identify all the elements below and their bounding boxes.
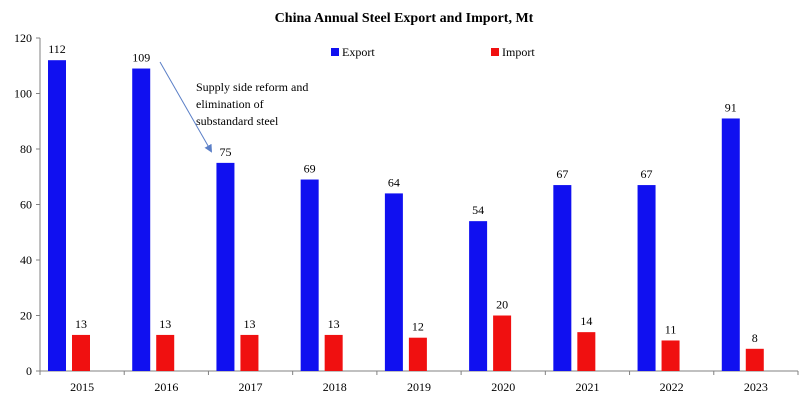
bar-import-2020 bbox=[493, 315, 512, 371]
data-label-import-2020: 20 bbox=[496, 298, 508, 312]
bar-export-2022 bbox=[637, 185, 656, 371]
x-tick-label: 2018 bbox=[323, 380, 347, 394]
data-label-export-2017: 75 bbox=[219, 145, 231, 159]
bar-import-2021 bbox=[577, 332, 596, 371]
y-tick-label: 60 bbox=[20, 198, 32, 212]
legend-label-export: Export bbox=[342, 45, 375, 59]
y-axis: 0 20 40 60 80 100 120 bbox=[14, 31, 41, 378]
y-tick-label: 120 bbox=[14, 31, 32, 45]
bar-export-2016 bbox=[132, 68, 151, 372]
x-tick-label: 2020 bbox=[491, 380, 515, 394]
data-label-export-2016: 109 bbox=[132, 51, 150, 65]
bar-import-2019 bbox=[408, 337, 427, 371]
data-label-import-2023: 8 bbox=[752, 331, 758, 345]
annotation-line-3: substandard steel bbox=[196, 114, 279, 128]
data-label-import-2022: 11 bbox=[665, 322, 677, 336]
legend-swatch-export bbox=[331, 48, 339, 56]
annotation-line-2: elimination of bbox=[196, 97, 264, 111]
x-tick-label: 2016 bbox=[154, 380, 178, 394]
y-tick-label: 80 bbox=[20, 142, 32, 156]
data-label-export-2018: 69 bbox=[304, 162, 316, 176]
y-tick-label: 100 bbox=[14, 87, 32, 101]
data-label-export-2020: 54 bbox=[472, 203, 484, 217]
annotation-line-1: Supply side reform and bbox=[196, 80, 308, 94]
data-label-export-2019: 64 bbox=[388, 175, 400, 189]
bar-export-2021 bbox=[553, 185, 572, 371]
x-tick-label: 2017 bbox=[239, 380, 263, 394]
bars bbox=[48, 60, 764, 372]
bar-import-2022 bbox=[661, 340, 680, 371]
data-label-import-2017: 13 bbox=[243, 317, 255, 331]
data-label-import-2019: 12 bbox=[412, 320, 424, 334]
bar-export-2023 bbox=[721, 118, 740, 371]
bar-export-2017 bbox=[216, 162, 235, 371]
x-tick-label: 2015 bbox=[70, 380, 94, 394]
chart-title: China Annual Steel Export and Import, Mt bbox=[275, 11, 534, 26]
legend: Export Import bbox=[331, 45, 535, 59]
bar-import-2015 bbox=[72, 334, 90, 371]
data-label-import-2016: 13 bbox=[159, 317, 171, 331]
bar-export-2019 bbox=[384, 193, 403, 371]
bar-import-2023 bbox=[745, 348, 764, 371]
data-label-export-2021: 67 bbox=[556, 167, 568, 181]
bar-import-2017 bbox=[240, 334, 259, 371]
x-tick-label: 2021 bbox=[575, 380, 599, 394]
bar-import-2016 bbox=[156, 334, 175, 371]
annotation: Supply side reform and elimination of su… bbox=[159, 61, 308, 153]
data-label-export-2015: 112 bbox=[48, 42, 66, 56]
annotation-arrow bbox=[159, 61, 212, 153]
data-labels: 112 109 75 69 64 54 67 67 91 13 13 13 13 12 20 14 11 8 bbox=[48, 42, 758, 345]
legend-label-import: Import bbox=[502, 45, 535, 59]
y-tick-label: 20 bbox=[20, 309, 32, 323]
data-label-export-2022: 67 bbox=[641, 167, 653, 181]
data-label-import-2015: 13 bbox=[75, 317, 87, 331]
data-label-export-2023: 91 bbox=[725, 100, 737, 114]
bar-export-2018 bbox=[300, 179, 319, 371]
x-tick-label: 2019 bbox=[407, 380, 431, 394]
x-tick-label: 2022 bbox=[660, 380, 684, 394]
x-tick-label: 2023 bbox=[744, 380, 768, 394]
data-label-import-2018: 13 bbox=[328, 317, 340, 331]
bar-import-2018 bbox=[324, 334, 343, 371]
bar-export-2020 bbox=[469, 221, 488, 371]
x-axis: 2015 2016 2017 2018 2019 2020 2021 2022 2023 bbox=[39, 370, 799, 394]
y-tick-label: 40 bbox=[20, 253, 32, 267]
legend-swatch-import bbox=[491, 48, 499, 56]
y-tick-label: 0 bbox=[26, 364, 32, 378]
data-label-import-2021: 14 bbox=[580, 314, 592, 328]
bar-export-2015 bbox=[48, 60, 66, 371]
